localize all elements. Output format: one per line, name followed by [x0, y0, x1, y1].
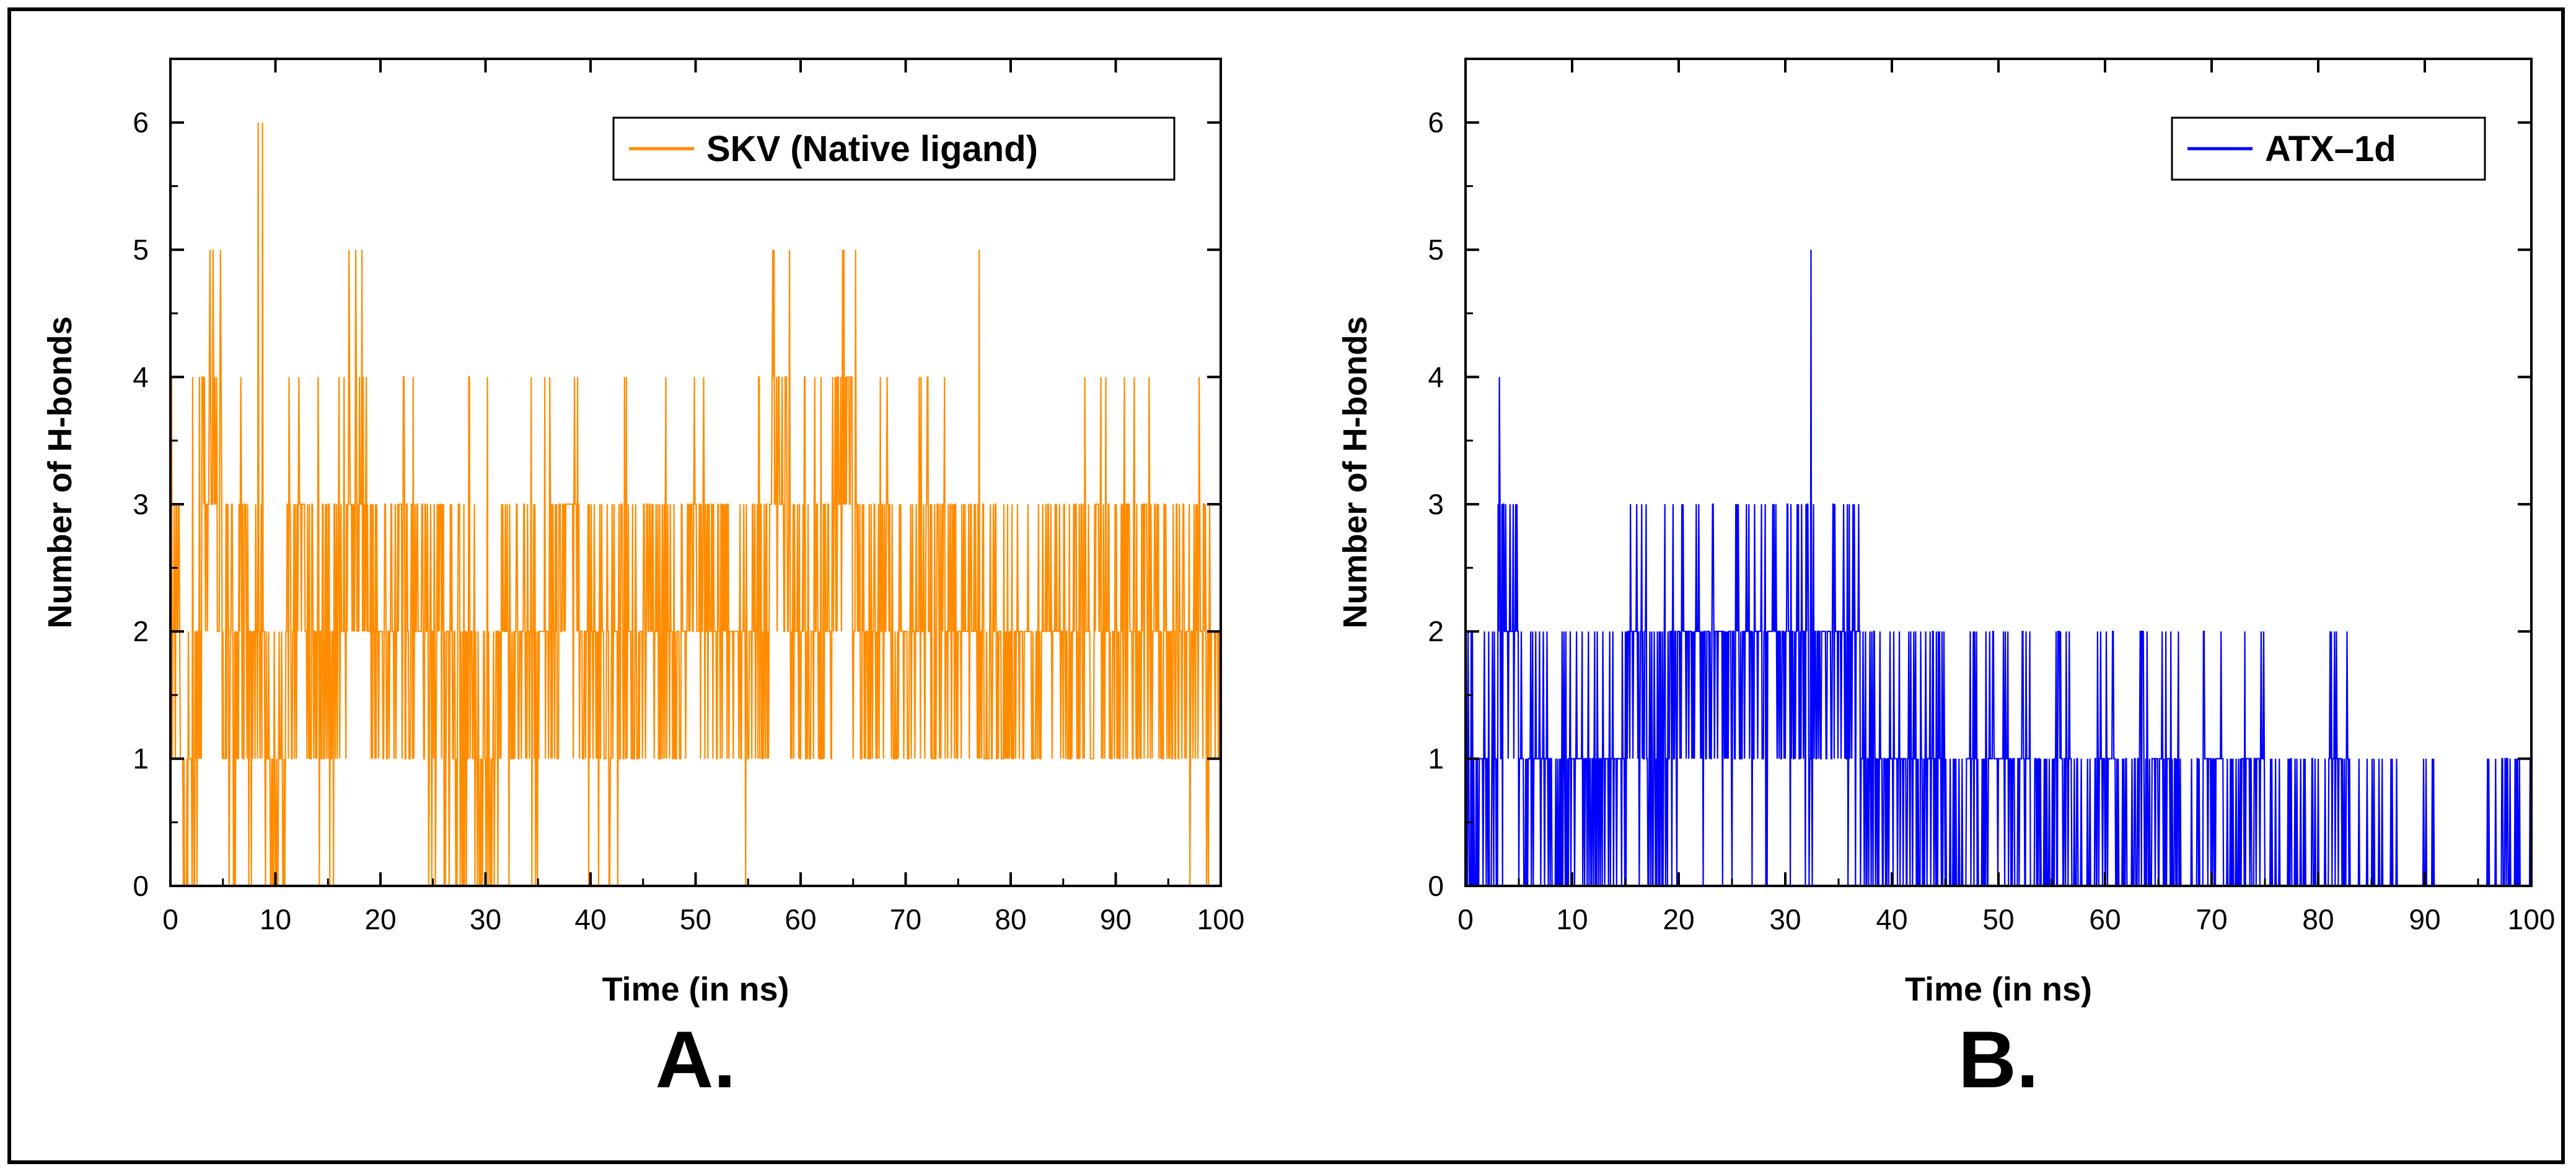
chart-a-series-line: [169, 122, 1221, 887]
x-tick-label: 60: [785, 903, 816, 935]
x-tick-label: 40: [574, 903, 606, 935]
chart-b-ticks: 0 10 20 30 40 50 60 70 80 90 100 0 1 2 3 4 5 6: [1428, 58, 2556, 935]
chart-b-legend-box: [2171, 116, 2486, 181]
x-tick-label: 60: [2089, 903, 2121, 935]
y-tick-label: 4: [133, 361, 149, 393]
x-tick-label: 50: [680, 903, 711, 935]
x-tick-label: 90: [1100, 903, 1132, 935]
y-tick-label: 3: [1428, 488, 1444, 520]
x-tick-label: 30: [470, 903, 501, 935]
x-tick-label: 0: [1457, 903, 1474, 935]
x-tick-label: 10: [1556, 903, 1588, 935]
chart-b-legend: ATX–1d: [2171, 116, 2486, 181]
chart-b-trace: [1464, 250, 2532, 887]
y-tick-label: 6: [133, 107, 149, 139]
chart-a-trace: [169, 122, 1221, 887]
chart-a-ticks: 0 10 20 30 40 50 60 70 80 90 100 0 1 2 3 4 5 6: [133, 58, 1245, 935]
x-tick-label: 100: [1197, 903, 1245, 935]
panel-label-b: B.: [1958, 1014, 2039, 1105]
x-tick-label: 100: [2508, 903, 2556, 935]
chart-a-y-axis-label: Number of H-bonds: [42, 317, 79, 629]
x-tick-label: 0: [162, 903, 178, 935]
chart-a-plot-area: [169, 58, 1222, 887]
y-tick-label: 5: [133, 234, 149, 266]
chart-a-x-axis-label: Time (in ns): [602, 971, 789, 1008]
x-tick-label: 50: [1982, 903, 2014, 935]
y-tick-label: 1: [1428, 743, 1444, 775]
x-tick-label: 20: [364, 903, 396, 935]
y-tick-label: 4: [1428, 361, 1444, 393]
chart-b-y-axis-label: Number of H-bonds: [1337, 317, 1374, 629]
chart-b-x-axis-label: Time (in ns): [1905, 971, 2092, 1008]
chart-a-legend-label: SKV (Native ligand): [706, 129, 1038, 169]
chart-b-legend-label: ATX–1d: [2265, 129, 2396, 169]
chart-b: 0 10 20 30 40 50 60 70 80 90 100 0 1 2 3 4 5 6 Time (in n…: [1337, 58, 2556, 1105]
y-tick-label: 0: [133, 870, 149, 902]
y-tick-label: 3: [133, 488, 149, 520]
x-tick-label: 80: [2302, 903, 2334, 935]
x-tick-label: 80: [995, 903, 1026, 935]
x-tick-label: 70: [890, 903, 921, 935]
chart-a-legend-box: [612, 116, 1176, 181]
y-tick-label: 0: [1428, 870, 1444, 902]
chart-b-series-line: [1464, 250, 2532, 887]
y-tick-label: 2: [133, 615, 149, 647]
y-tick-label: 6: [1428, 107, 1444, 139]
chart-a-legend: SKV (Native ligand): [612, 116, 1176, 181]
chart-a: 0 10 20 30 40 50 60 70 80 90 100 0 1 2 3 4 5 6 Time (in n…: [42, 58, 1245, 1105]
x-tick-label: 10: [260, 903, 291, 935]
x-tick-label: 30: [1769, 903, 1801, 935]
x-tick-label: 90: [2409, 903, 2440, 935]
y-tick-label: 1: [133, 743, 149, 775]
x-tick-label: 40: [1876, 903, 1907, 935]
x-tick-label: 20: [1663, 903, 1694, 935]
panel-label-a: A.: [656, 1014, 736, 1105]
x-tick-label: 70: [2196, 903, 2227, 935]
y-tick-label: 2: [1428, 615, 1444, 647]
y-tick-label: 5: [1428, 234, 1444, 266]
